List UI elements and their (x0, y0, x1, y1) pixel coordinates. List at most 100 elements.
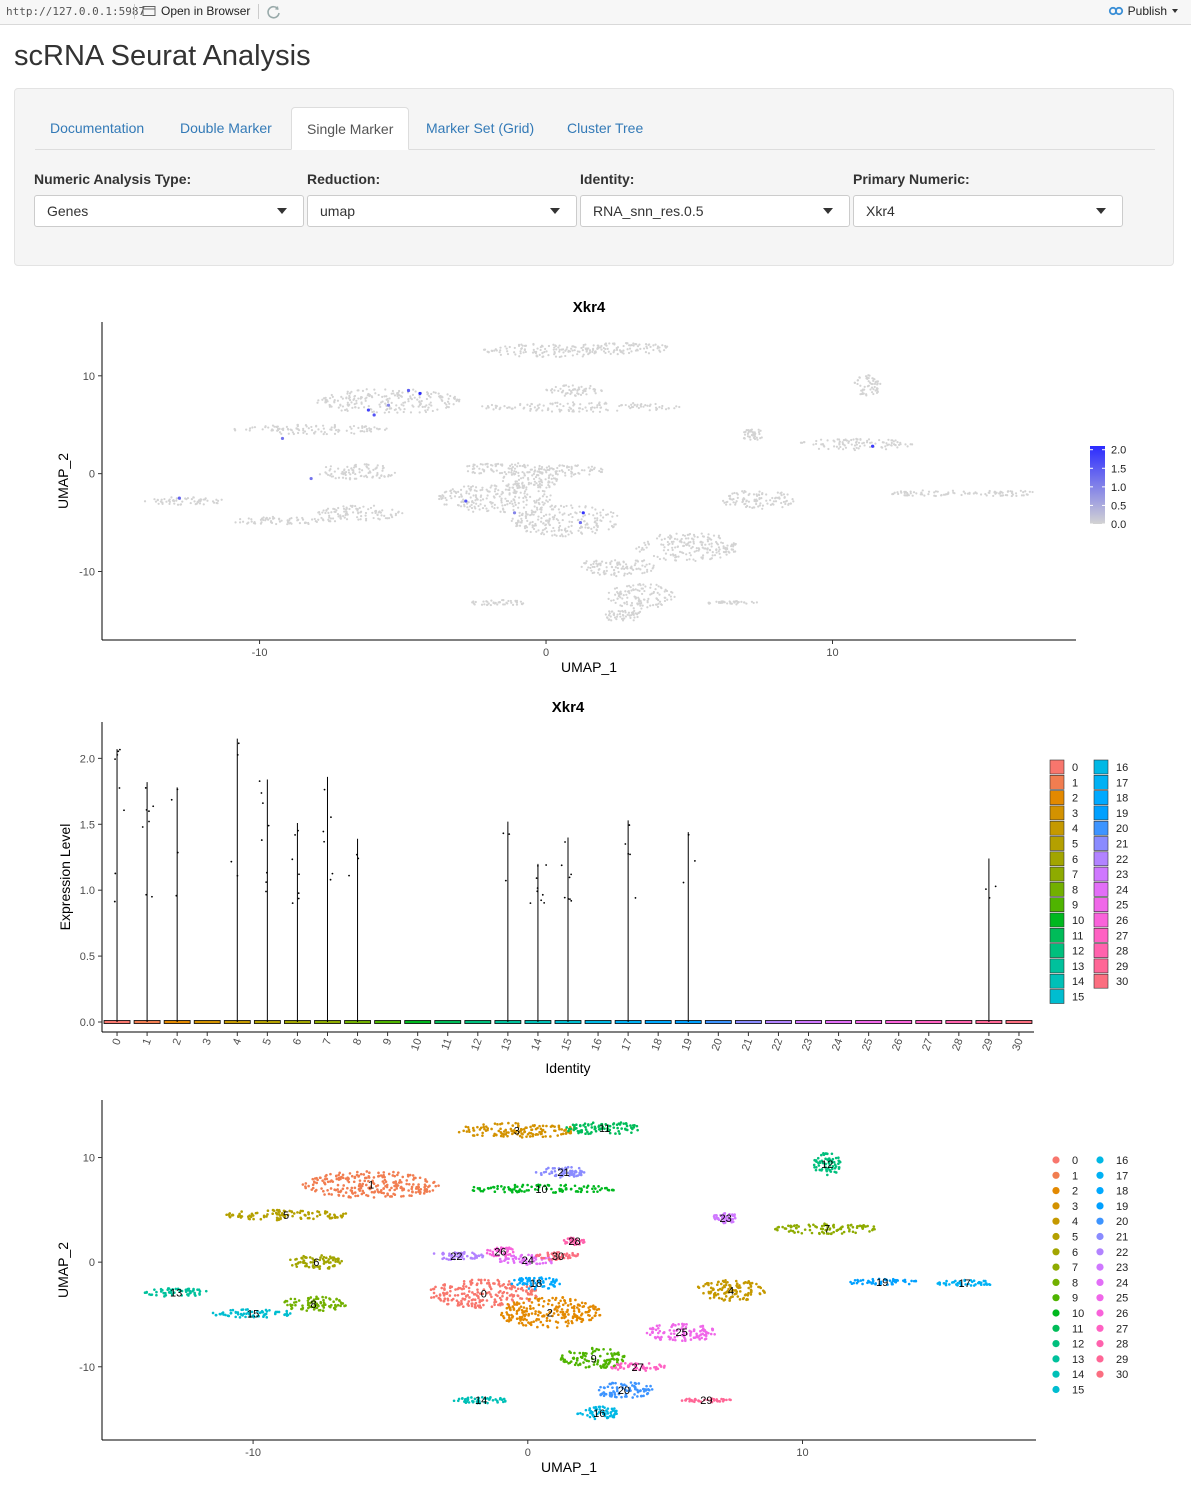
cell-point (617, 570, 620, 574)
cell-point (375, 466, 378, 469)
refresh-button[interactable] (266, 4, 282, 23)
cell-point (667, 548, 670, 552)
cluster-cell-point (511, 1299, 515, 1302)
cell-point (577, 518, 580, 522)
x-tick-label: 22 (770, 1037, 785, 1053)
cluster-cell-point (238, 1214, 241, 1218)
cell-point (635, 567, 638, 571)
cluster-cell-point (501, 1400, 505, 1404)
open-in-browser-button[interactable]: Open in Browser (142, 4, 250, 18)
cell-point (637, 600, 641, 603)
cell-point (572, 410, 575, 413)
violin-point (176, 851, 179, 854)
cluster-cell-point (382, 1191, 386, 1195)
cluster-cell-point (830, 1167, 834, 1171)
cell-point (857, 441, 861, 444)
cluster-cell-point (584, 1408, 588, 1412)
tab-cluster-tree[interactable]: Cluster Tree (567, 120, 644, 136)
x-axis-label: UMAP_1 (541, 1459, 597, 1475)
cluster-cell-point (539, 1320, 543, 1324)
cell-point (666, 598, 669, 601)
cluster-cell-point (486, 1401, 489, 1405)
violin-point (355, 853, 358, 856)
cell-point (570, 475, 573, 478)
cluster-cell-point (305, 1264, 309, 1268)
cluster-cell-point (357, 1187, 361, 1191)
cell-point (377, 517, 380, 520)
tab-double-marker[interactable]: Double Marker (180, 120, 272, 136)
cell-point (897, 443, 901, 446)
cluster-cell-point (498, 1397, 502, 1401)
cell-point (566, 391, 569, 395)
cell-point (588, 349, 592, 352)
cluster-cell-point (592, 1307, 595, 1310)
cell-point (376, 471, 379, 475)
cell-point (569, 407, 573, 410)
tab-marker-set-grid[interactable]: Marker Set (Grid) (426, 120, 535, 136)
cell-point (474, 499, 477, 502)
identity-select[interactable]: RNA_snn_res.0.5 (580, 195, 850, 227)
cluster-cell-point (334, 1260, 337, 1263)
viewer-toolbar: http://127.0.0.1:5987 Open in Browser Pu… (0, 0, 1191, 25)
cell-point (678, 550, 682, 553)
cell-point (386, 400, 390, 404)
cell-point (785, 499, 788, 502)
publish-button[interactable]: Publish (1108, 4, 1179, 18)
cell-point (544, 347, 547, 351)
numeric-analysis-type-select[interactable]: Genes (34, 195, 304, 227)
cell-point (364, 519, 368, 522)
cluster-cell-point (350, 1186, 354, 1190)
expressing-cell-point (406, 388, 411, 393)
cluster-cell-point (487, 1279, 490, 1282)
cell-point (711, 550, 714, 554)
cluster-cell-point (597, 1185, 600, 1188)
primary-numeric-select[interactable]: Xkr4 (853, 195, 1123, 227)
cell-point (632, 342, 635, 345)
cluster-cell-point (532, 1307, 535, 1310)
cluster-cell-point (496, 1401, 499, 1404)
cluster-cell-point (313, 1177, 317, 1180)
cluster-cell-point (837, 1156, 840, 1160)
cell-point (538, 477, 541, 480)
tab-single-marker[interactable]: Single Marker (291, 107, 410, 150)
cluster-cell-point (586, 1130, 589, 1134)
cluster-cell-point (325, 1177, 329, 1181)
cluster-cell-point (347, 1195, 351, 1198)
cell-point (335, 509, 338, 512)
reduction-select[interactable]: umap (307, 195, 577, 227)
cluster-cell-point (577, 1310, 581, 1313)
cell-point (596, 565, 599, 568)
cell-point (514, 600, 517, 603)
cluster-cell-point (604, 1122, 608, 1126)
cell-point (605, 566, 608, 569)
cell-point (819, 438, 823, 441)
cluster-cell-point (266, 1209, 270, 1213)
cell-point (523, 348, 527, 351)
cluster-cell-point (293, 1297, 297, 1301)
cell-point (413, 396, 416, 399)
cell-point (644, 351, 648, 354)
cell-point (313, 517, 316, 521)
cluster-cell-point (814, 1168, 818, 1172)
legend-key (1093, 820, 1109, 836)
cell-point (239, 518, 242, 521)
publish-icon (1108, 6, 1123, 16)
cluster-cell-point (466, 1396, 470, 1400)
cell-point (803, 441, 806, 444)
cell-point (595, 512, 599, 515)
cell-point (519, 350, 522, 353)
cell-point (378, 476, 381, 480)
cell-point (551, 391, 554, 394)
cluster-cell-point (807, 1223, 811, 1227)
legend-label: 20 (1116, 823, 1128, 835)
violin-point (236, 753, 239, 756)
cell-point (525, 499, 528, 502)
legend-label: 9 (1072, 900, 1078, 912)
cluster-cell-point (259, 1217, 263, 1221)
cell-point (264, 517, 268, 520)
tab-documentation[interactable]: Documentation (50, 120, 145, 136)
x-tick-label: 2 (171, 1037, 184, 1047)
cell-point (380, 514, 383, 517)
cell-point (276, 427, 280, 431)
cluster-cell-point (604, 1361, 608, 1364)
